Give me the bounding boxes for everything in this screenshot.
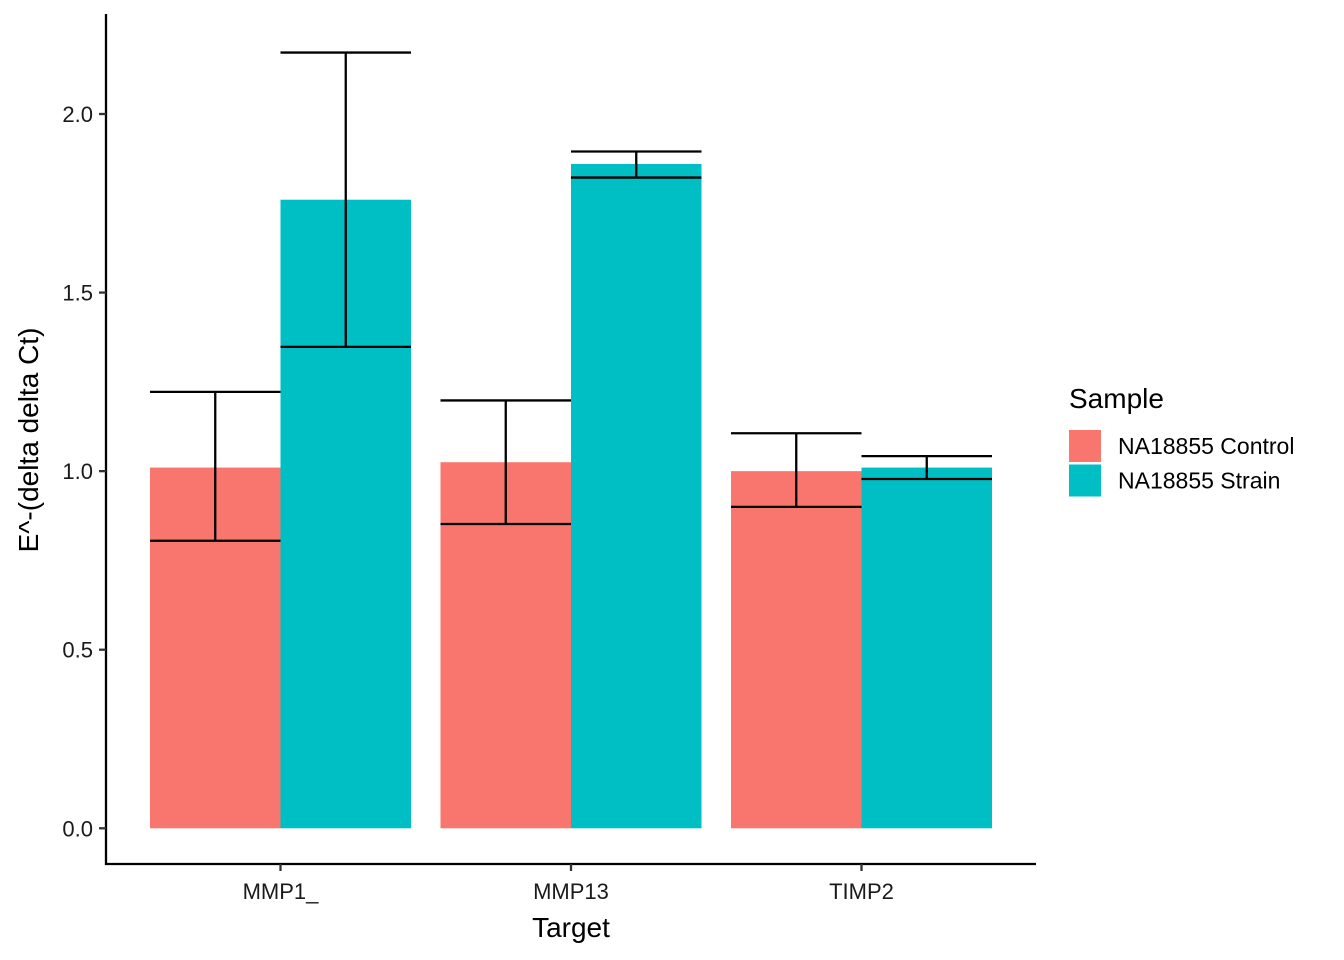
legend-label: NA18855 Control <box>1118 433 1294 459</box>
legend-item: NA18855 Control <box>1069 430 1294 462</box>
legend-title: Sample <box>1069 383 1164 414</box>
bar-timp2-series-1 <box>731 471 862 829</box>
legend-key <box>1069 430 1101 462</box>
y-axis-title: E^-(delta delta Ct) <box>13 328 44 553</box>
legend-item: NA18855 Strain <box>1069 464 1280 497</box>
error-bars-layer <box>150 51 992 542</box>
x-tick-label: TIMP2 <box>829 879 894 904</box>
legend-label: NA18855 Strain <box>1118 468 1280 494</box>
x-tick-label: MMP1_ <box>243 879 320 904</box>
y-tick-label: 1.0 <box>62 459 93 484</box>
error-bar-mmp1-series-1 <box>150 390 281 542</box>
error-bar-mmp13-series-1 <box>440 399 571 526</box>
y-tick-label: 0.5 <box>62 638 93 663</box>
y-tick-label: 2.0 <box>62 102 93 127</box>
error-bar-timp2-series-2 <box>861 454 992 481</box>
y-tick-label: 1.5 <box>62 281 93 306</box>
error-bar-mmp13-series-2 <box>571 150 702 179</box>
bar-mmp13-series-2 <box>571 164 702 829</box>
error-bar-mmp1-series-2 <box>280 51 411 349</box>
error-bar-timp2-series-1 <box>731 432 862 509</box>
legend: Sample NA18855 Control NA18855 Strain <box>1069 383 1294 497</box>
y-tick-label: 0.0 <box>62 816 93 841</box>
axes-layer: 0.0 0.5 1.0 1.5 2.0 MMP1_ MMP13 TIMP2 <box>62 14 1036 904</box>
legend-key <box>1069 464 1101 497</box>
bar-timp2-series-2 <box>861 467 992 829</box>
x-axis-title: Target <box>532 912 610 943</box>
bars-layer <box>150 164 992 829</box>
x-tick-label: MMP13 <box>533 879 609 904</box>
